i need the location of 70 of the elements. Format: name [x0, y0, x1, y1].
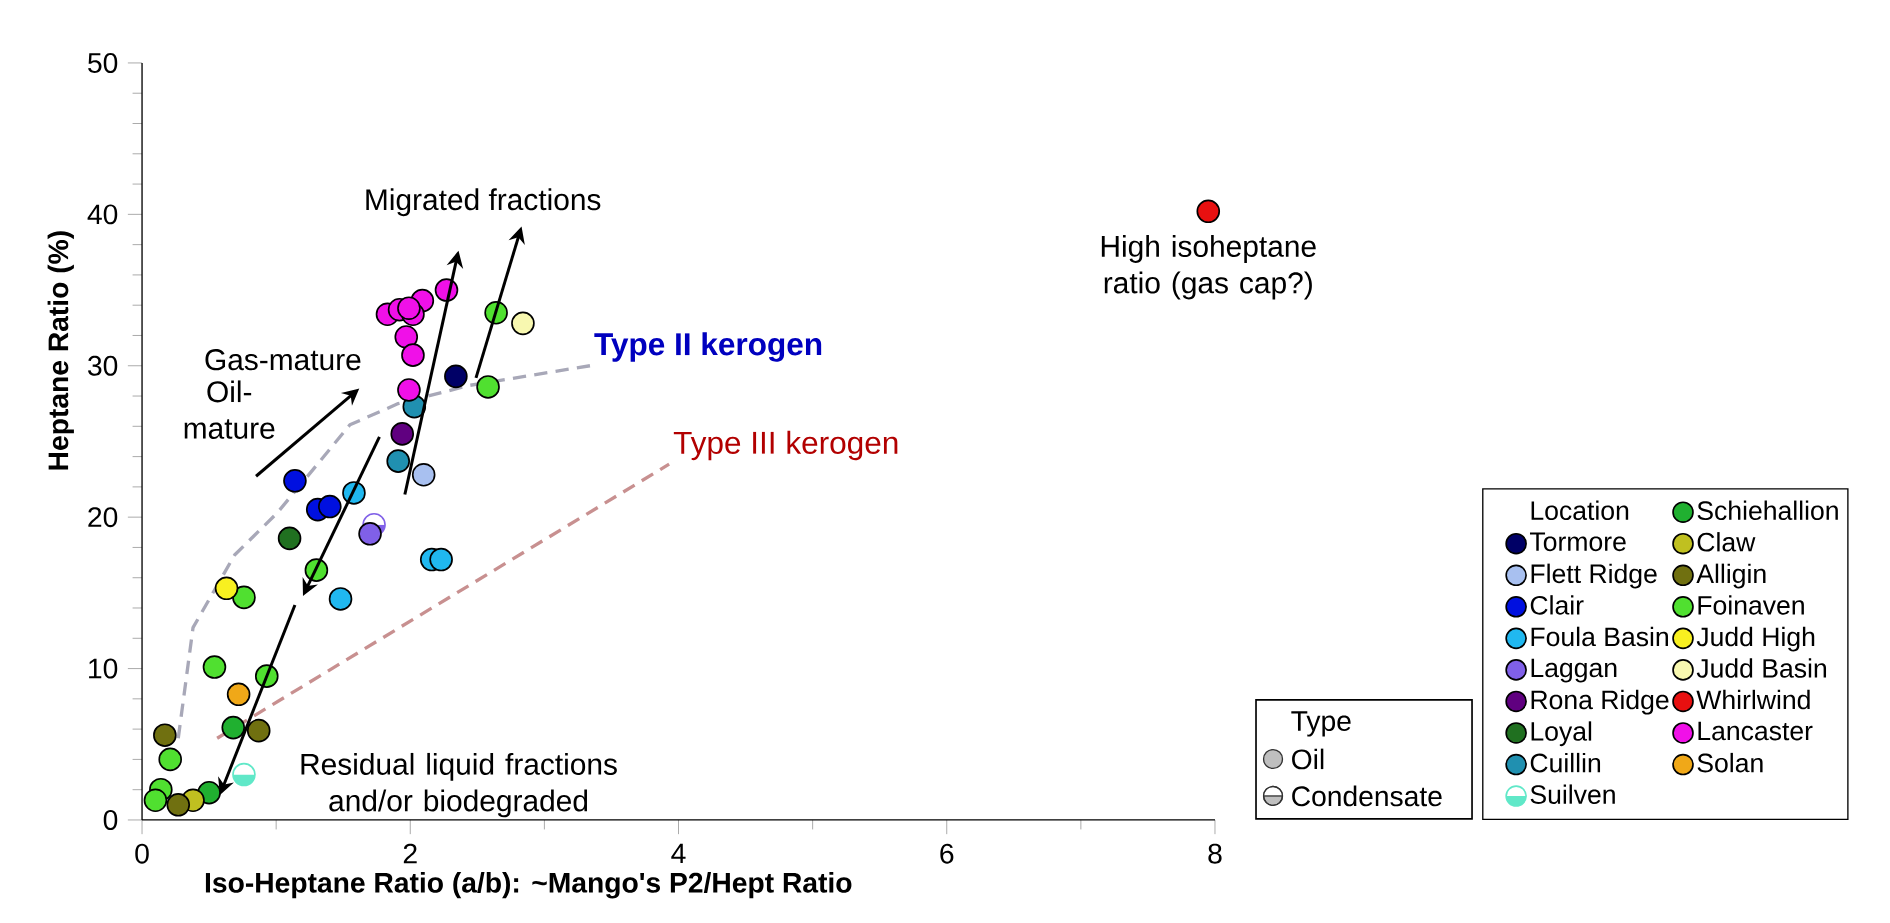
point	[283, 469, 307, 493]
legend-label: Whirlwind	[1696, 689, 1810, 710]
legend-label: Judd Basin	[1696, 658, 1827, 678]
legend-title: Location	[1531, 500, 1629, 521]
x-tick-label: 8	[1208, 843, 1222, 864]
y-tick-label: 0	[103, 810, 118, 830]
point	[232, 585, 256, 610]
point	[166, 793, 191, 817]
x-tick-label: 2	[403, 843, 417, 864]
point	[202, 655, 227, 679]
annotation: Gas-mature	[205, 349, 361, 371]
annotation: Migrated fractions	[366, 188, 601, 217]
legend-label: Laggan	[1531, 658, 1617, 683]
point	[143, 788, 168, 813]
legend-label: Judd High	[1696, 626, 1815, 652]
x-tick-label: 0	[135, 843, 149, 864]
y-tick-label: 10	[89, 658, 118, 679]
annotation: Type III kerogen	[673, 430, 898, 461]
text: Oil	[1292, 748, 1324, 770]
point	[397, 296, 421, 321]
point	[318, 494, 342, 519]
point	[328, 587, 353, 611]
x-tick-label: 6	[940, 843, 954, 864]
point	[511, 311, 535, 336]
y-tick-label: 30	[88, 355, 118, 376]
annotation: Residual liquid fractions and/or biodegraded	[301, 752, 617, 818]
annotation: High isoheptane ratio (gas cap?)	[1101, 235, 1316, 300]
point	[358, 522, 382, 546]
legend-label: Loyal	[1531, 721, 1592, 747]
legend-label: Tormore	[1529, 532, 1626, 552]
point	[429, 547, 453, 572]
point	[158, 747, 182, 772]
legend-label: Cuillin	[1530, 752, 1601, 773]
point	[232, 762, 256, 787]
text: Type	[1291, 711, 1351, 737]
legend-label: Lancaster	[1698, 721, 1813, 741]
x-tick-label: 4	[671, 843, 686, 864]
point	[397, 378, 421, 402]
legend-label: Solan	[1697, 752, 1763, 773]
legend-label: Schiehallion	[1697, 500, 1838, 521]
point	[386, 449, 410, 473]
legend-label: Claw	[1697, 532, 1756, 552]
point	[390, 422, 415, 446]
point	[246, 718, 271, 743]
point	[277, 526, 302, 551]
legend-label: Foula Basin	[1531, 626, 1668, 647]
point	[226, 682, 251, 707]
legend-label: Flett Ridge	[1531, 563, 1657, 589]
point	[153, 723, 177, 747]
point	[401, 343, 425, 367]
point	[476, 375, 500, 399]
text: Condensate	[1292, 785, 1442, 807]
annotation: Oil-mature	[184, 380, 275, 439]
legend-label: Rona Ridge	[1531, 689, 1669, 715]
point	[214, 576, 239, 601]
y-tick-label: 20	[88, 507, 118, 528]
point	[1196, 199, 1221, 224]
y-tick-label: 40	[87, 204, 118, 225]
y-axis-title: Heptane Ratio (%)	[47, 231, 74, 470]
legend-label: Foinaven	[1698, 595, 1804, 615]
point	[394, 325, 419, 349]
annotation: Type II kerogen	[594, 332, 822, 362]
x-axis-title: Iso-Heptane Ratio (a/b): ~Mango's P2/Hept Ratio	[205, 872, 852, 899]
legend-label: Clair	[1530, 595, 1584, 615]
point	[221, 715, 246, 740]
y-tick-label: 50	[88, 52, 118, 73]
legend-label: Suilven	[1530, 784, 1615, 804]
legend-label: Alligin	[1696, 563, 1766, 589]
point	[411, 462, 436, 487]
point	[444, 364, 468, 389]
